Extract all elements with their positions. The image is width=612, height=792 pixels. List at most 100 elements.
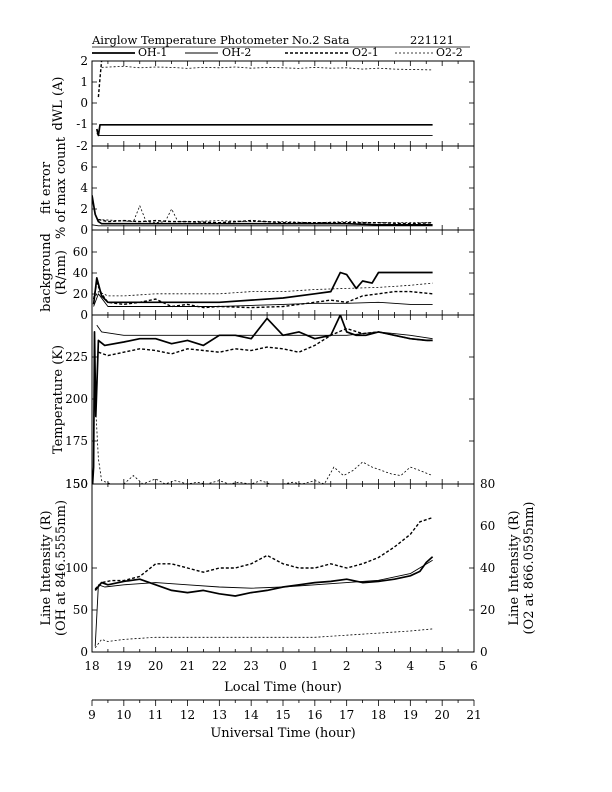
series-oh-2-dwl bbox=[96, 133, 433, 136]
panel-frame-fit-error bbox=[91, 145, 475, 231]
universal-time-tick-label: 9 bbox=[88, 708, 96, 722]
y-tick-label: 150 bbox=[65, 477, 88, 491]
figure-title: Airglow Temperature Photometer No.2 Sata bbox=[91, 33, 350, 47]
series-oh-1-fit-error bbox=[92, 195, 433, 226]
y-tick-label: 0 bbox=[80, 645, 88, 659]
panel-frame-dwl bbox=[91, 60, 475, 147]
y-tick-label: 175 bbox=[65, 434, 88, 448]
figure-date: 221121 bbox=[410, 33, 454, 47]
universal-time-tick-label: 12 bbox=[180, 708, 195, 722]
universal-time-tick-label: 13 bbox=[212, 708, 227, 722]
universal-time-tick-label: 20 bbox=[435, 708, 450, 722]
y-tick-label: 60 bbox=[73, 245, 88, 259]
y-axis-title: Line Intensity (R) bbox=[39, 510, 54, 625]
panel-fit-error: 6 4 2 0 fit error% of max count bbox=[39, 136, 475, 239]
y-axis-subtitle: (R/nm) bbox=[54, 250, 69, 295]
y-axis-title: fit error bbox=[39, 161, 54, 214]
local-time-tick-label: 2 bbox=[343, 659, 351, 673]
universal-time-tick-label: 16 bbox=[307, 708, 322, 722]
local-time-tick-label: 5 bbox=[438, 659, 446, 673]
series-o2-1-line-intensity bbox=[94, 516, 433, 590]
y-tick-label: -2 bbox=[76, 139, 88, 153]
universal-time-tick-label: 17 bbox=[339, 708, 354, 722]
series-o2-2-line-intensity bbox=[94, 628, 433, 649]
series-oh-1-line-intensity bbox=[94, 556, 434, 597]
y-tick-label: 1 bbox=[80, 75, 88, 89]
local-time-tick-label: 23 bbox=[244, 659, 259, 673]
local-time-tick-label: 3 bbox=[375, 659, 383, 673]
series-o2-1-fit-error bbox=[98, 218, 433, 225]
right-y-tick-label: 40 bbox=[480, 561, 495, 575]
series-oh-2-temperature bbox=[96, 324, 433, 340]
local-time-tick-label: 20 bbox=[148, 659, 163, 673]
local-time-tick-label: 21 bbox=[180, 659, 195, 673]
right-y-tick-label: 60 bbox=[480, 519, 495, 533]
y-tick-label: 2 bbox=[80, 202, 88, 216]
y-tick-label: 4 bbox=[80, 181, 88, 195]
local-time-tick-label: 22 bbox=[212, 659, 227, 673]
local-time-tick-label: 0 bbox=[279, 659, 287, 673]
right-y-axis-subtitle: (O2 at 866.0595nm) bbox=[522, 501, 537, 634]
series-oh-2-line-intensity bbox=[94, 559, 433, 647]
y-axis-title: Temperature (K) bbox=[51, 345, 66, 454]
local-time-tick-label: 18 bbox=[84, 659, 99, 673]
y-tick-label: 50 bbox=[73, 603, 88, 617]
y-axis-title: dWL (A) bbox=[51, 77, 66, 131]
legend-label-oh-1: OH-1 bbox=[138, 46, 167, 59]
right-y-tick-label: 20 bbox=[480, 603, 495, 617]
panel-background: 60 40 20 0 background (R/nm) bbox=[39, 229, 475, 322]
right-y-tick-label: 80 bbox=[480, 477, 495, 491]
local-time-tick-label: 1 bbox=[311, 659, 319, 673]
local-time-tick-label: 19 bbox=[116, 659, 131, 673]
y-tick-label: 0 bbox=[80, 308, 88, 322]
right-y-tick-label: 0 bbox=[480, 645, 488, 659]
figure-header: Airglow Temperature Photometer No.2 Sata… bbox=[91, 33, 454, 47]
universal-time-tick-label: 19 bbox=[403, 708, 418, 722]
y-axis-subtitle: % of max count bbox=[54, 136, 69, 239]
y-tick-label: 0 bbox=[80, 223, 88, 237]
series-oh-1-temperature bbox=[92, 315, 433, 484]
local-time-tick-label: 4 bbox=[407, 659, 415, 673]
y-axis-title: background bbox=[39, 233, 54, 312]
universal-time-axis-title: Universal Time (hour) bbox=[210, 726, 355, 741]
universal-time-tick-label: 11 bbox=[148, 708, 163, 722]
series-oh-1-dwl bbox=[95, 123, 433, 137]
universal-time-tick-label: 14 bbox=[244, 708, 260, 722]
series-o2-2-temperature bbox=[94, 399, 433, 484]
universal-time-tick-label: 18 bbox=[371, 708, 386, 722]
y-tick-label: 40 bbox=[73, 266, 88, 280]
y-tick-label: 225 bbox=[65, 350, 88, 364]
series-o2-2-fit-error bbox=[98, 205, 433, 224]
panel-frame-temperature bbox=[91, 314, 475, 485]
universal-time-tick-label: 21 bbox=[466, 708, 481, 722]
series-oh-2-background bbox=[93, 293, 433, 307]
series-o2-1-temperature bbox=[98, 327, 433, 357]
legend-label-o2-2: O2-2 bbox=[436, 46, 463, 59]
y-tick-label: 6 bbox=[80, 160, 88, 174]
legend-label-o2-1: O2-1 bbox=[352, 46, 379, 59]
series-oh-2-fit-error bbox=[92, 224, 433, 227]
y-axis-subtitle: (OH at 846.5555nm) bbox=[54, 500, 69, 636]
series-o2-1-dwl bbox=[97, 61, 103, 98]
local-time-tick-label: 6 bbox=[470, 659, 478, 673]
universal-time-tick-label: 10 bbox=[116, 708, 131, 722]
series-o2-2-background bbox=[93, 282, 433, 300]
y-tick-label: 200 bbox=[65, 392, 88, 406]
series-oh-1-background bbox=[92, 271, 433, 305]
y-tick-label: 150 bbox=[65, 477, 88, 491]
legend: OH-1 OH-2 O2-1 O2-2 bbox=[92, 46, 470, 59]
universal-time-tick-label: 15 bbox=[275, 708, 290, 722]
series-o2-1-background bbox=[92, 282, 433, 309]
panel-dwl: 2 1 0 -1 -2 dWL (A) bbox=[51, 54, 475, 153]
local-time-axis-title: Local Time (hour) bbox=[224, 680, 342, 695]
panel-temperature: 225 200 175 150 Temperature (K) bbox=[51, 314, 475, 491]
legend-label-oh-2: OH-2 bbox=[222, 46, 251, 59]
y-tick-label: 20 bbox=[73, 287, 88, 301]
y-tick-label: 0 bbox=[80, 96, 88, 110]
y-tick-label: 2 bbox=[80, 54, 88, 68]
y-tick-label: 100 bbox=[65, 561, 88, 575]
series-o2-2-dwl bbox=[101, 65, 433, 71]
